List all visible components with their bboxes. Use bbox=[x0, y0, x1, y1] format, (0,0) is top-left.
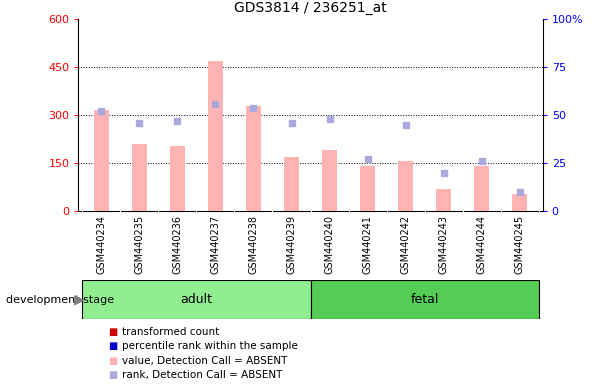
Bar bbox=[208, 61, 223, 211]
Bar bbox=[131, 144, 147, 211]
Text: rank, Detection Call = ABSENT: rank, Detection Call = ABSENT bbox=[122, 370, 282, 380]
Bar bbox=[436, 189, 452, 211]
Text: GSM440238: GSM440238 bbox=[248, 215, 259, 274]
Text: ■: ■ bbox=[109, 327, 118, 337]
Bar bbox=[474, 166, 490, 211]
Text: GSM440242: GSM440242 bbox=[400, 215, 411, 274]
Text: GSM440239: GSM440239 bbox=[286, 215, 297, 274]
Text: GSM440234: GSM440234 bbox=[96, 215, 106, 274]
Text: adult: adult bbox=[180, 293, 212, 306]
Bar bbox=[322, 150, 337, 211]
Bar bbox=[284, 157, 299, 211]
Bar bbox=[246, 106, 261, 211]
Text: GSM440235: GSM440235 bbox=[134, 215, 144, 274]
Bar bbox=[93, 111, 109, 211]
Text: GSM440243: GSM440243 bbox=[439, 215, 449, 274]
Text: GSM440236: GSM440236 bbox=[172, 215, 182, 274]
Text: GSM440244: GSM440244 bbox=[477, 215, 487, 274]
Text: transformed count: transformed count bbox=[122, 327, 219, 337]
Text: GSM440240: GSM440240 bbox=[324, 215, 335, 274]
Text: ▶: ▶ bbox=[74, 293, 84, 306]
Bar bbox=[360, 166, 375, 211]
Bar bbox=[311, 280, 539, 319]
Title: GDS3814 / 236251_at: GDS3814 / 236251_at bbox=[234, 2, 387, 15]
Text: value, Detection Call = ABSENT: value, Detection Call = ABSENT bbox=[122, 356, 287, 366]
Text: fetal: fetal bbox=[411, 293, 439, 306]
Bar bbox=[82, 280, 311, 319]
Text: ■: ■ bbox=[109, 356, 118, 366]
Text: ■: ■ bbox=[109, 370, 118, 380]
Bar bbox=[398, 161, 413, 211]
Text: GSM440241: GSM440241 bbox=[362, 215, 373, 274]
Bar bbox=[513, 194, 528, 211]
Text: development stage: development stage bbox=[6, 295, 114, 305]
Text: percentile rank within the sample: percentile rank within the sample bbox=[122, 341, 298, 351]
Text: GSM440245: GSM440245 bbox=[515, 215, 525, 274]
Text: GSM440237: GSM440237 bbox=[210, 215, 221, 274]
Bar bbox=[169, 146, 185, 211]
Text: ■: ■ bbox=[109, 341, 118, 351]
